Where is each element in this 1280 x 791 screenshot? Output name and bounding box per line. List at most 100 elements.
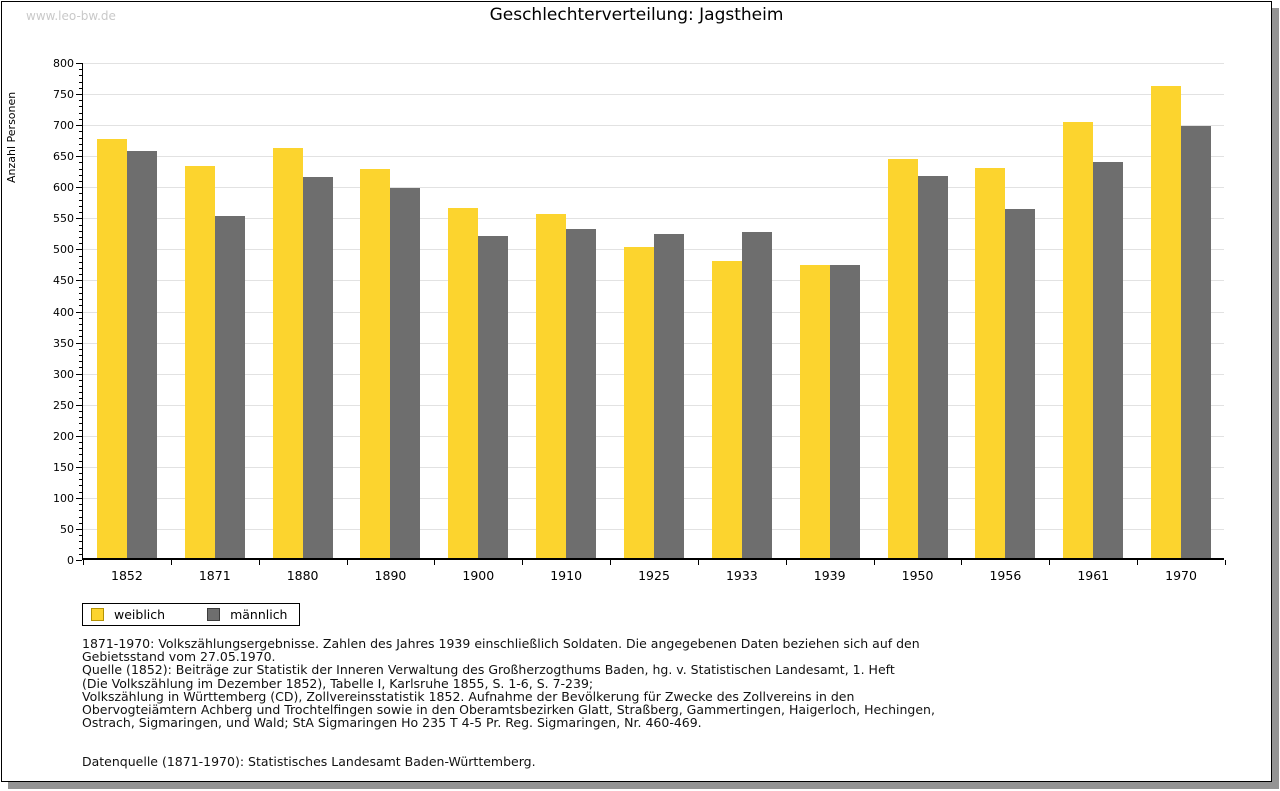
x-tick-label-1910: 1910 [550, 568, 583, 583]
y-tick-label: 800 [53, 57, 74, 70]
chart-title: Geschlechterverteilung: Jagstheim [489, 5, 784, 25]
y-minor-tick [79, 236, 82, 238]
y-major-tick [76, 435, 82, 437]
y-minor-tick [79, 181, 82, 183]
bar-männlich-1961 [1093, 162, 1124, 558]
bar-weiblich-1961 [1063, 121, 1094, 558]
x-tick-label-1890: 1890 [374, 568, 407, 583]
y-minor-tick [79, 398, 82, 400]
y-minor-tick [79, 479, 82, 481]
y-tick-label: 400 [53, 305, 74, 319]
y-major-tick [76, 497, 82, 499]
y-major-tick [76, 528, 82, 530]
y-minor-tick [79, 106, 82, 108]
y-major-tick [76, 311, 82, 313]
y-tick-label: 300 [53, 367, 74, 381]
y-minor-tick [79, 410, 82, 412]
y-minor-tick [79, 473, 82, 475]
y-minor-tick [79, 441, 82, 443]
y-minor-tick [79, 292, 82, 294]
y-minor-tick [79, 392, 82, 394]
x-tick-label-1956: 1956 [989, 568, 1022, 583]
x-boundary-tick [697, 560, 699, 565]
x-boundary-tick [522, 560, 524, 565]
y-minor-tick [79, 174, 82, 176]
legend-label-weiblich: weiblich [114, 607, 166, 622]
gridline [83, 94, 1224, 96]
gridline [83, 187, 1224, 189]
y-major-tick [76, 156, 82, 158]
y-major-tick [76, 280, 82, 282]
legend-item-maennlich: männlich [207, 607, 287, 622]
gridline [83, 218, 1224, 220]
y-minor-tick [79, 81, 82, 83]
x-tick-label-1852: 1852 [111, 568, 143, 583]
x-tick-label-1933: 1933 [725, 568, 758, 583]
footnote-line: Obervogteiämtern Achberg und Trochtelfin… [82, 702, 935, 718]
plot-area: 1852 1871 1880 1890 1900 1910 1925 1933 1939 1950… [82, 63, 1226, 583]
bar-männlich-1910 [566, 228, 597, 558]
legend-label-maennlich: männlich [230, 607, 288, 622]
y-minor-tick [79, 361, 82, 363]
y-minor-tick [79, 553, 82, 555]
y-major-tick [76, 373, 82, 375]
bar-männlich-1890 [390, 187, 421, 558]
y-minor-tick [79, 417, 82, 419]
x-tick-label-1871: 1871 [198, 568, 231, 583]
y-minor-tick [79, 131, 82, 133]
bar-weiblich-1956 [975, 167, 1006, 558]
x-tick-label-1939: 1939 [813, 568, 846, 583]
y-minor-tick [79, 199, 82, 201]
y-minor-tick [79, 261, 82, 263]
y-minor-tick [79, 317, 82, 319]
footnote-line: Quelle (1852): Beiträge zur Statistik de… [82, 662, 895, 678]
gridline [83, 63, 1224, 64]
y-minor-tick [79, 516, 82, 518]
y-minor-tick [79, 485, 82, 487]
y-minor-tick [79, 87, 82, 89]
y-major-tick [76, 218, 82, 220]
y-major-tick [76, 187, 82, 189]
bar-weiblich-1880 [272, 147, 303, 558]
y-minor-tick [79, 386, 82, 388]
y-major-tick [76, 404, 82, 406]
bar-weiblich-1970 [1151, 86, 1182, 558]
y-minor-tick [79, 193, 82, 195]
y-minor-tick [79, 429, 82, 431]
y-minor-tick [79, 336, 82, 338]
y-minor-tick [79, 460, 82, 462]
y-tick-label: 500 [53, 243, 74, 257]
x-boundary-tick [1049, 560, 1051, 565]
y-major-tick [76, 63, 82, 64]
bar-männlich-1880 [302, 176, 333, 558]
datasource-line: Datenquelle (1871-1970): Statistisches L… [82, 754, 536, 770]
weiblich-swatch-icon [91, 608, 104, 621]
y-minor-tick [79, 448, 82, 450]
y-tick-label: 550 [53, 212, 74, 226]
x-tick-label-1880: 1880 [286, 568, 319, 583]
y-minor-tick [79, 522, 82, 524]
y-minor-tick [79, 168, 82, 170]
y-minor-tick [79, 299, 82, 301]
y-minor-tick [79, 535, 82, 537]
y-minor-tick [79, 547, 82, 549]
footnote-line: 1871-1970: Volkszählungsergebnisse. Zahl… [82, 636, 920, 651]
y-tick-label: 450 [53, 274, 74, 288]
bar-männlich-1956 [1005, 208, 1036, 558]
bar-männlich-1933 [741, 231, 772, 558]
bar-weiblich-1871 [184, 166, 215, 558]
y-minor-tick [79, 423, 82, 425]
y-major-tick [76, 560, 82, 561]
x-tick-label-1961: 1961 [1077, 568, 1110, 583]
bar-weiblich-1900 [448, 208, 479, 558]
y-minor-tick [79, 323, 82, 325]
footnote-line: Ostrach, Sigmaringen, und Wald; StA Sigm… [82, 715, 702, 731]
x-boundary-tick [434, 560, 436, 565]
y-minor-tick [79, 305, 82, 307]
y-minor-tick [79, 354, 82, 356]
bar-männlich-1970 [1181, 126, 1212, 558]
y-minor-tick [79, 268, 82, 269]
footnote-line: Gebietsstand vom 27.05.1970. [82, 649, 276, 665]
maennlich-swatch-icon [207, 608, 221, 621]
